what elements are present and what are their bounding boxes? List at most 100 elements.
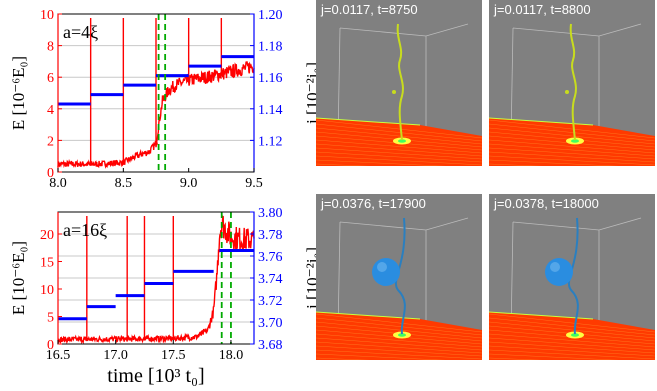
- x-tick-label: 17.5: [161, 348, 186, 363]
- plate-grid-line: [316, 119, 482, 139]
- sphere: [372, 258, 400, 286]
- snapshot-scene: [316, 23, 482, 166]
- plate-grid-line: [316, 357, 370, 360]
- snapshot-panel: j=0.0378, t=18000: [489, 194, 655, 360]
- plate-grid-line: [316, 127, 482, 145]
- snapshot-panel: j=0.0376, t=17900: [316, 194, 482, 360]
- energy-point: [125, 337, 129, 341]
- y-tick-label-right: 3.76: [258, 250, 283, 265]
- plate-grid-line: [316, 155, 482, 166]
- y-tick-label-left: 8: [47, 40, 54, 55]
- x-tick-label: 8.0: [49, 176, 67, 191]
- plate-edge: [489, 117, 594, 126]
- panel-label: a=4ξ: [63, 22, 98, 42]
- vortex-point: [392, 90, 396, 94]
- energy-point: [154, 141, 158, 146]
- y-tick-label-left: 6: [47, 71, 54, 86]
- plate-grid-line: [489, 321, 655, 339]
- plate-grid-line: [316, 321, 482, 339]
- y-tick-label-left: 2: [47, 134, 54, 149]
- plate-grid-line: [316, 337, 482, 351]
- plate-grid-line: [316, 139, 482, 154]
- y-tick-label-right: 1.12: [258, 134, 283, 149]
- plate-grid-line: [316, 341, 482, 354]
- y-tick-label-right: 3.68: [258, 338, 283, 353]
- y-tick-label-right: 3.70: [258, 316, 283, 331]
- plate-grid-line: [489, 159, 619, 166]
- snapshot-scene: [489, 23, 655, 166]
- plate-grid-line: [489, 341, 655, 354]
- plate-grid-line: [489, 349, 655, 360]
- vortex-line: [396, 23, 404, 141]
- plate-grid-line: [489, 337, 655, 351]
- x-tick-label: 9.5: [245, 176, 263, 191]
- plate-grid-line: [489, 317, 655, 336]
- chart-panel: 0 2 4 6 8 10 1.12 1.14 1.16 1.18 1.20 8.0 8.5 9.0 9.5 a…: [9, 8, 322, 191]
- y-tick-label-right: 3.74: [258, 272, 283, 287]
- plate-grid-line: [316, 313, 482, 333]
- x-tick-label: 18.0: [219, 348, 244, 363]
- plate-grid-line: [316, 353, 446, 360]
- plate-grid: [489, 119, 655, 166]
- energy-point: [142, 336, 147, 341]
- y-tick-label-left: 20: [40, 228, 54, 243]
- plate-grid-line: [316, 349, 482, 360]
- vortex-point: [565, 90, 569, 94]
- plate-grid-line: [316, 317, 482, 336]
- plate-grid-line: [316, 143, 482, 157]
- y-tick-label-right: 3.80: [258, 206, 283, 221]
- snapshot-label: j=0.0376, t=17900: [321, 196, 426, 211]
- plate-grid-line: [316, 151, 482, 163]
- hotspot-core: [571, 333, 579, 337]
- plate-grid-line: [489, 163, 543, 166]
- y-tick-label-left: 5: [47, 311, 54, 326]
- x-tick-label: 17.0: [103, 348, 128, 363]
- plate-grid-line: [316, 159, 446, 166]
- snapshot-label: j=0.0117, t=8800: [494, 2, 591, 17]
- plate-edge: [316, 117, 421, 126]
- plate-grid-line: [489, 147, 655, 160]
- plate-grid-line: [489, 333, 655, 348]
- y-tick-label-right: 3.72: [258, 294, 283, 309]
- snapshot-scene: [489, 217, 655, 360]
- snapshot-panel: j=0.0117, t=8750: [316, 0, 482, 166]
- plate-grid-line: [489, 357, 543, 360]
- snapshot-label: j=0.0117, t=8750: [321, 2, 418, 17]
- sphere-highlight: [377, 262, 387, 272]
- snapshot-scene: [316, 217, 482, 360]
- hotspot-core: [571, 139, 579, 143]
- x-axis-label: time [10³ t₀]: [107, 365, 204, 387]
- energy-line: [57, 215, 255, 345]
- sphere-highlight: [550, 262, 560, 272]
- energy-point: [171, 336, 176, 341]
- plate-grid-line: [489, 127, 655, 145]
- hotspot-core: [398, 333, 406, 337]
- hotspot-core: [398, 139, 406, 143]
- plate-grid-line: [316, 123, 482, 142]
- energy-point: [88, 162, 93, 166]
- y-axis-label-left: E [10⁻⁶E₀]: [9, 56, 28, 130]
- y-tick-label-left: 0: [47, 166, 54, 181]
- snapshot-panel: j=0.0117, t=8800: [489, 0, 655, 166]
- y-tick-label-right: 1.16: [258, 71, 283, 86]
- chart-panel: 0 5 10 15 20 3.68 3.70 3.72 3.74 3.76 3.78 3.80 16.5…: [9, 206, 322, 387]
- plate-grid-line: [489, 139, 655, 154]
- energy-point: [219, 72, 224, 76]
- plate-grid-line: [316, 333, 482, 348]
- y-tick-label-left: 10: [40, 8, 54, 23]
- plate-grid-line: [489, 353, 619, 360]
- y-tick-label-left: 10: [40, 283, 54, 298]
- x-tick-label: 16.5: [46, 348, 71, 363]
- plate-grid-line: [316, 163, 370, 166]
- y-tick-label-right: 1.20: [258, 8, 283, 23]
- y-tick-label-right: 1.18: [258, 40, 283, 55]
- vortex-line: [569, 23, 577, 141]
- x-tick-label: 8.5: [115, 176, 133, 191]
- plate-grid-line: [489, 123, 655, 142]
- energy-point: [121, 160, 126, 165]
- vortex-line: [567, 217, 579, 335]
- y-tick-label-right: 1.14: [258, 103, 283, 118]
- snapshot-label: j=0.0378, t=18000: [494, 196, 599, 211]
- plate-grid-line: [316, 147, 482, 160]
